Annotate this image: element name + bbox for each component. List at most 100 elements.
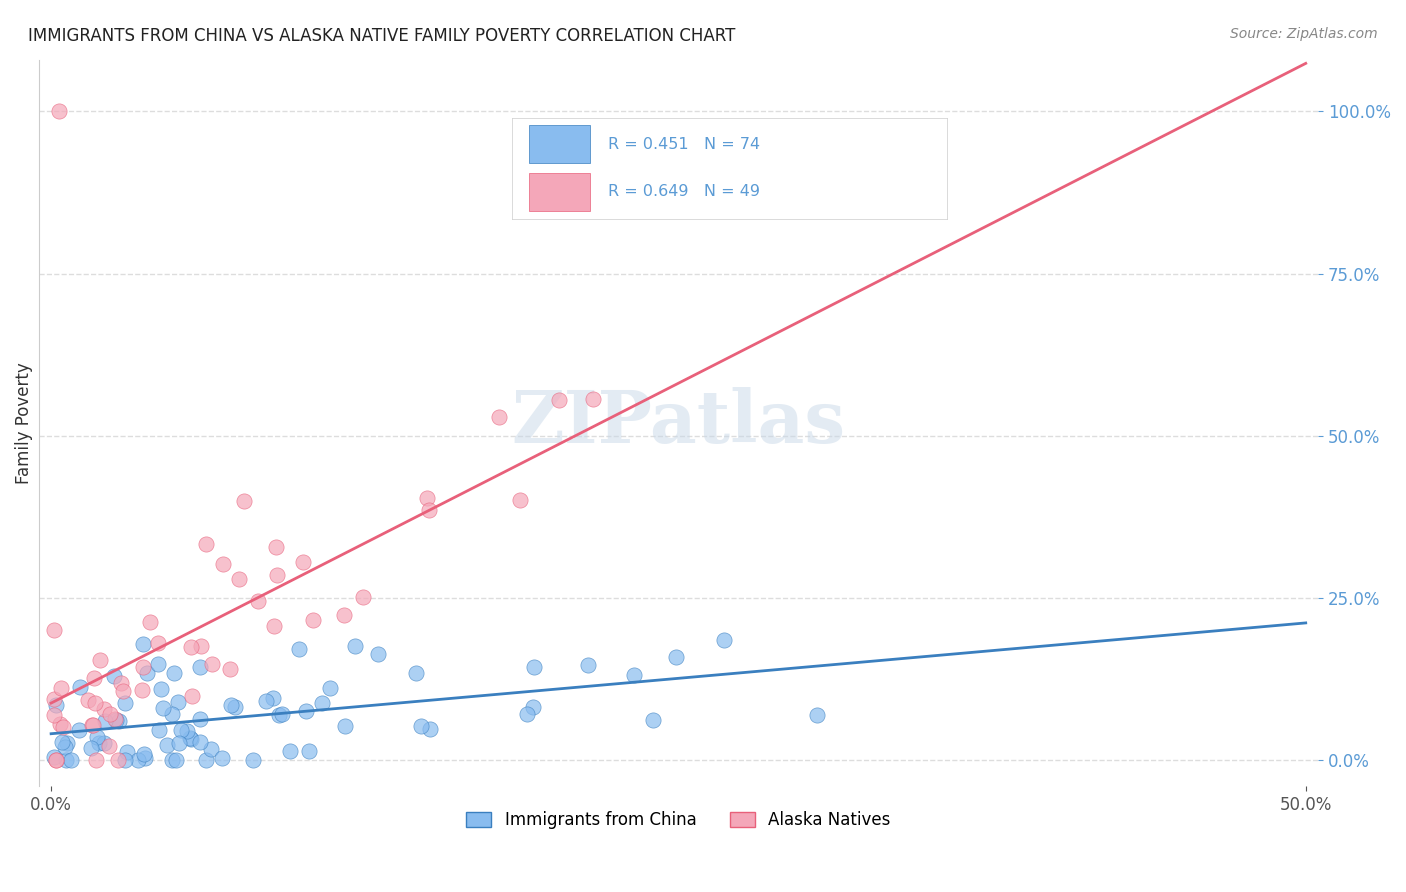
Point bbox=[194, 537, 217, 551]
Point bbox=[108, 714, 131, 728]
Point bbox=[80, 718, 103, 732]
Point bbox=[516, 706, 538, 721]
Point bbox=[148, 723, 170, 737]
Point bbox=[148, 636, 170, 650]
Point bbox=[69, 680, 91, 694]
Point bbox=[132, 747, 155, 761]
Point bbox=[288, 642, 311, 657]
Point bbox=[641, 713, 664, 727]
Point bbox=[416, 491, 439, 505]
Point bbox=[578, 657, 600, 672]
Point bbox=[242, 753, 264, 767]
Point bbox=[42, 692, 65, 706]
Point bbox=[180, 732, 202, 747]
Point bbox=[84, 697, 107, 711]
Point bbox=[509, 492, 531, 507]
Point bbox=[367, 647, 389, 661]
Point bbox=[51, 681, 73, 695]
Point bbox=[115, 745, 138, 759]
Point bbox=[169, 735, 191, 749]
Point bbox=[104, 712, 127, 726]
Point bbox=[302, 614, 325, 628]
Point bbox=[89, 652, 111, 666]
Point bbox=[623, 668, 645, 682]
Point bbox=[419, 722, 441, 736]
Point bbox=[665, 650, 688, 665]
Point bbox=[343, 639, 366, 653]
Point bbox=[48, 104, 70, 119]
Point bbox=[53, 740, 76, 755]
Point bbox=[98, 739, 121, 754]
Legend: Immigrants from China, Alaska Natives: Immigrants from China, Alaska Natives bbox=[460, 805, 897, 836]
Point bbox=[89, 736, 111, 750]
Point bbox=[224, 700, 246, 714]
Point bbox=[111, 684, 134, 698]
Point bbox=[86, 730, 108, 744]
Point bbox=[107, 753, 129, 767]
Point bbox=[166, 695, 188, 709]
Point bbox=[55, 753, 77, 767]
Point bbox=[219, 662, 242, 676]
Point bbox=[136, 665, 159, 680]
Point bbox=[114, 696, 136, 710]
Point bbox=[333, 719, 356, 733]
Point bbox=[266, 568, 288, 582]
Point bbox=[409, 719, 432, 733]
Point bbox=[103, 669, 125, 683]
Point bbox=[179, 731, 201, 746]
Point bbox=[522, 700, 544, 714]
Point bbox=[713, 633, 735, 648]
Point bbox=[488, 410, 510, 425]
Text: Source: ZipAtlas.com: Source: ZipAtlas.com bbox=[1230, 27, 1378, 41]
Point bbox=[522, 660, 544, 674]
Point bbox=[264, 540, 287, 554]
Point bbox=[131, 683, 153, 698]
Point bbox=[110, 676, 132, 690]
Point bbox=[93, 702, 115, 716]
Point bbox=[84, 753, 107, 767]
Point bbox=[269, 707, 291, 722]
Point bbox=[128, 753, 150, 767]
Point bbox=[160, 706, 183, 721]
Point bbox=[254, 694, 277, 708]
Point bbox=[146, 657, 169, 671]
Text: IMMIGRANTS FROM CHINA VS ALASKA NATIVE FAMILY POVERTY CORRELATION CHART: IMMIGRANTS FROM CHINA VS ALASKA NATIVE F… bbox=[28, 27, 735, 45]
Point bbox=[211, 751, 233, 765]
Point bbox=[548, 393, 571, 408]
Point bbox=[418, 503, 440, 517]
Point bbox=[104, 713, 127, 727]
Point bbox=[59, 753, 82, 767]
Point bbox=[270, 706, 292, 721]
Point bbox=[170, 723, 193, 738]
Text: ZIPatlas: ZIPatlas bbox=[512, 387, 845, 458]
Point bbox=[262, 691, 284, 706]
Point bbox=[352, 590, 374, 604]
Point bbox=[806, 708, 828, 723]
Point bbox=[93, 736, 115, 750]
Point bbox=[52, 720, 75, 734]
Point bbox=[319, 681, 342, 696]
Point bbox=[582, 392, 605, 407]
Point bbox=[188, 734, 211, 748]
Point bbox=[292, 556, 315, 570]
Point bbox=[80, 740, 103, 755]
Point bbox=[114, 753, 136, 767]
Point bbox=[51, 735, 73, 749]
Point bbox=[405, 665, 427, 680]
Point bbox=[45, 753, 67, 767]
Point bbox=[156, 738, 179, 752]
Point bbox=[42, 623, 65, 637]
Point bbox=[56, 736, 79, 750]
Point bbox=[200, 741, 222, 756]
Point bbox=[150, 681, 173, 696]
Point bbox=[298, 744, 321, 758]
Point bbox=[45, 698, 67, 713]
Point bbox=[278, 744, 301, 758]
Point bbox=[98, 706, 121, 721]
Point bbox=[49, 717, 72, 731]
Y-axis label: Family Poverty: Family Poverty bbox=[15, 362, 32, 483]
Point bbox=[263, 618, 285, 632]
Point bbox=[295, 704, 318, 718]
Point bbox=[42, 749, 65, 764]
Point bbox=[221, 698, 243, 712]
